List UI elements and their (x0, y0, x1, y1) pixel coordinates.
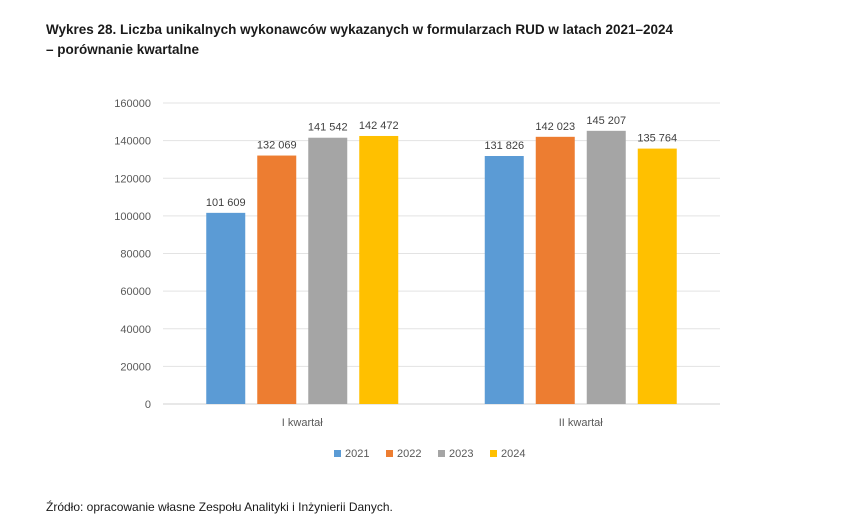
bar-2023-1 (308, 137, 348, 404)
legend-label-2023: 2023 (449, 448, 473, 460)
bar-2021-1 (206, 212, 246, 404)
bar-chart: 0 20000 40000 60000 80000 100000 120000 140000 1… (114, 98, 720, 460)
chart-title-line-1: Wykres 28. Liczba unikalnych wykonawców … (46, 22, 674, 37)
legend-label-2022: 2022 (397, 448, 421, 460)
y-tick-label: 0 (145, 399, 151, 411)
data-label: 131 826 (484, 140, 524, 152)
data-label: 101 609 (206, 197, 246, 209)
bar-2022-1 (257, 155, 297, 404)
legend-swatch-2024 (490, 450, 497, 457)
bar-2022-2 (535, 136, 575, 405)
y-tick-label: 100000 (114, 211, 151, 223)
bar-2024-1 (359, 135, 399, 404)
y-tick-label: 20000 (120, 361, 151, 373)
bar-2024-2 (637, 148, 677, 404)
bar-2021-2 (484, 156, 524, 404)
y-tick-label: 120000 (114, 173, 151, 185)
chart-title-line-2: – porównanie kwartalne (46, 42, 200, 57)
y-tick-label: 160000 (114, 98, 151, 110)
source-note: Źródło: opracowanie własne Zespołu Anali… (46, 500, 393, 514)
legend-swatch-2022 (386, 450, 393, 457)
legend-label-2024: 2024 (501, 448, 525, 460)
y-tick-label: 60000 (120, 286, 151, 298)
x-category-label: II kwartał (559, 417, 604, 429)
bar-2023-2 (586, 130, 626, 404)
y-tick-label: 80000 (120, 249, 151, 261)
data-label: 132 069 (257, 140, 297, 152)
legend-label-2021: 2021 (345, 448, 369, 460)
data-label: 142 472 (359, 120, 399, 132)
data-label: 135 764 (637, 133, 677, 145)
data-label: 145 207 (586, 115, 626, 127)
y-tick-label: 40000 (120, 324, 151, 336)
legend-swatch-2023 (438, 450, 445, 457)
data-label: 141 542 (308, 122, 348, 134)
x-category-label: I kwartał (282, 417, 324, 429)
y-tick-label: 140000 (114, 136, 151, 148)
data-label: 142 023 (535, 121, 575, 133)
legend-swatch-2021 (334, 450, 341, 457)
chart-title: Wykres 28. Liczba unikalnych wykonawców … (46, 20, 836, 60)
